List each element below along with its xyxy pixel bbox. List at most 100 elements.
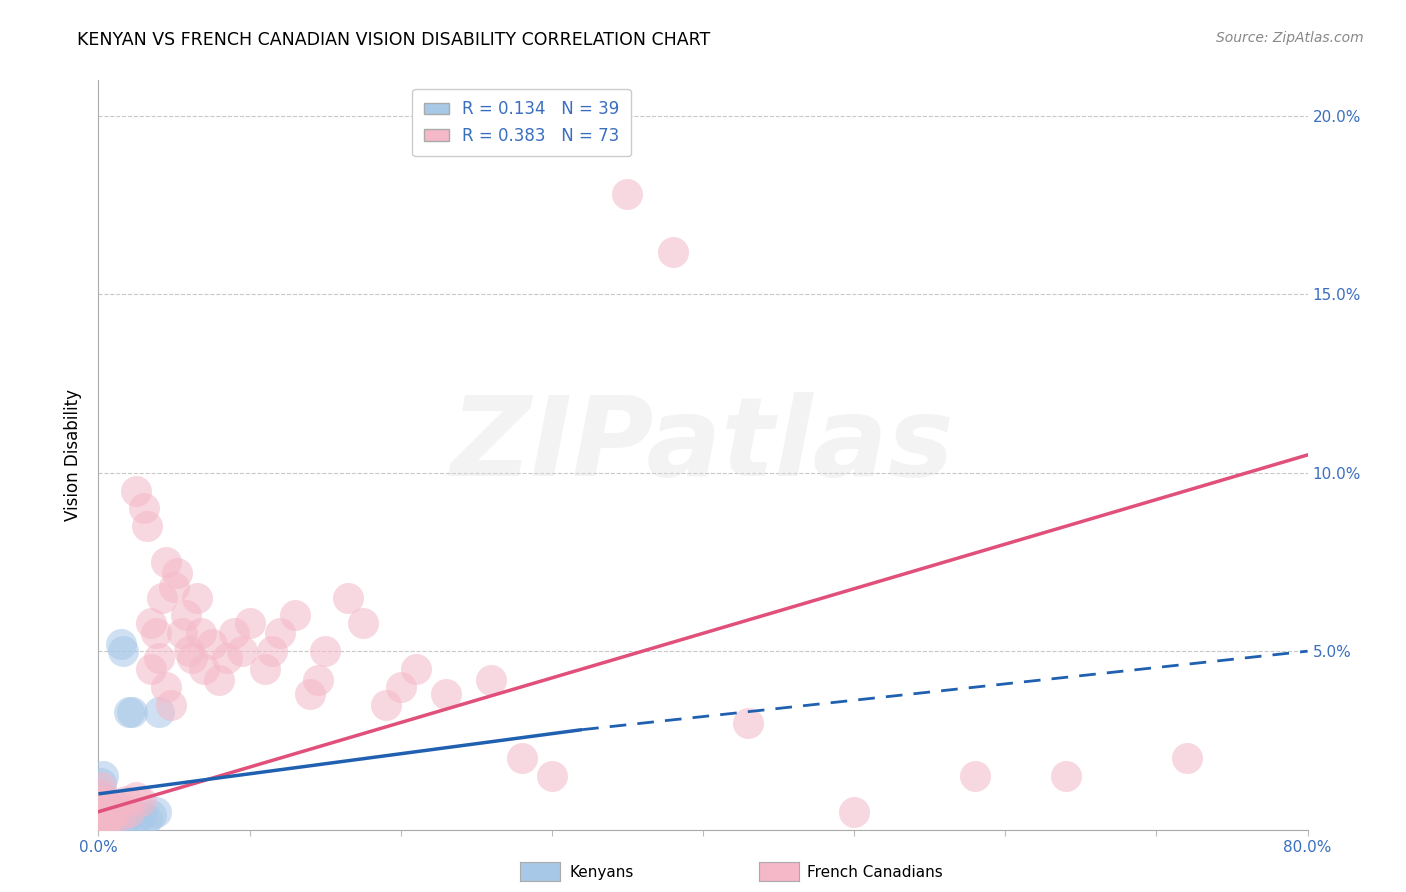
Point xyxy=(148,651,170,665)
Point xyxy=(844,805,866,819)
Y-axis label: Vision Disability: Vision Disability xyxy=(65,389,83,521)
Point xyxy=(90,776,112,790)
Point xyxy=(89,805,111,819)
Point xyxy=(145,626,167,640)
Point xyxy=(118,705,141,719)
Point xyxy=(105,797,128,812)
Point xyxy=(90,801,112,815)
Point xyxy=(965,769,987,783)
Point xyxy=(148,705,170,719)
Point xyxy=(284,608,307,623)
Point xyxy=(434,687,457,701)
Point xyxy=(208,673,231,687)
Point xyxy=(150,591,173,605)
Text: KENYAN VS FRENCH CANADIAN VISION DISABILITY CORRELATION CHART: KENYAN VS FRENCH CANADIAN VISION DISABIL… xyxy=(77,31,710,49)
Point xyxy=(481,673,503,687)
Point xyxy=(91,790,114,805)
Point xyxy=(105,812,128,826)
Point xyxy=(89,812,111,826)
Point xyxy=(510,751,533,765)
Point xyxy=(90,797,112,812)
Point xyxy=(110,637,132,651)
Point xyxy=(93,794,115,808)
Point xyxy=(93,808,115,822)
Legend: R = 0.134   N = 39, R = 0.383   N = 73: R = 0.134 N = 39, R = 0.383 N = 73 xyxy=(412,88,631,156)
Point xyxy=(89,787,111,801)
Point xyxy=(145,805,167,819)
Point xyxy=(1054,769,1077,783)
Point xyxy=(125,812,148,826)
Point xyxy=(114,794,136,808)
Point xyxy=(89,794,111,808)
Point xyxy=(94,812,117,826)
Point xyxy=(616,187,638,202)
Point xyxy=(129,808,152,822)
Point xyxy=(186,591,208,605)
Point xyxy=(174,608,197,623)
Point xyxy=(269,626,291,640)
Point xyxy=(101,808,124,822)
Point xyxy=(98,801,121,815)
Point xyxy=(135,812,157,826)
Point xyxy=(155,680,177,694)
Point xyxy=(135,519,157,533)
Point xyxy=(231,644,253,658)
Point xyxy=(91,805,114,819)
Text: Source: ZipAtlas.com: Source: ZipAtlas.com xyxy=(1216,31,1364,45)
Point xyxy=(737,715,759,730)
Point xyxy=(96,797,118,812)
Point xyxy=(141,808,163,822)
Point xyxy=(253,662,276,676)
Point xyxy=(163,580,186,594)
Point xyxy=(389,680,412,694)
Point xyxy=(307,673,329,687)
Point xyxy=(94,812,117,826)
Point xyxy=(352,615,374,630)
Point xyxy=(91,769,114,783)
Point xyxy=(262,644,284,658)
Point xyxy=(132,501,155,516)
Point xyxy=(91,797,114,812)
Point xyxy=(314,644,336,658)
Point xyxy=(115,808,138,822)
Point xyxy=(103,805,125,819)
Point xyxy=(224,626,246,640)
Text: French Canadians: French Canadians xyxy=(807,865,943,880)
Point xyxy=(96,808,118,822)
Point xyxy=(661,244,683,259)
Point xyxy=(89,787,111,801)
Point xyxy=(129,794,152,808)
Point xyxy=(103,797,125,812)
Point xyxy=(93,794,115,808)
Point xyxy=(179,644,201,658)
Point xyxy=(405,662,427,676)
Point xyxy=(111,644,134,658)
Text: Kenyans: Kenyans xyxy=(569,865,634,880)
Point xyxy=(299,687,322,701)
Point xyxy=(93,801,115,815)
Point xyxy=(94,801,117,815)
Point xyxy=(170,626,193,640)
Point xyxy=(100,805,122,819)
Point xyxy=(94,805,117,819)
Point xyxy=(336,591,359,605)
Point xyxy=(90,808,112,822)
Point xyxy=(141,615,163,630)
Point xyxy=(100,801,122,815)
Point xyxy=(201,637,224,651)
Point xyxy=(125,483,148,498)
Point xyxy=(91,812,114,826)
Point xyxy=(181,651,204,665)
Point xyxy=(125,790,148,805)
Point xyxy=(90,808,112,822)
Point xyxy=(215,651,238,665)
Point xyxy=(96,805,118,819)
Point xyxy=(1175,751,1198,765)
Point xyxy=(121,705,143,719)
Point xyxy=(118,805,141,819)
Point xyxy=(110,808,132,822)
Point xyxy=(166,566,188,580)
Text: ZIPatlas: ZIPatlas xyxy=(451,392,955,500)
Point xyxy=(160,698,183,712)
Point xyxy=(108,808,131,822)
